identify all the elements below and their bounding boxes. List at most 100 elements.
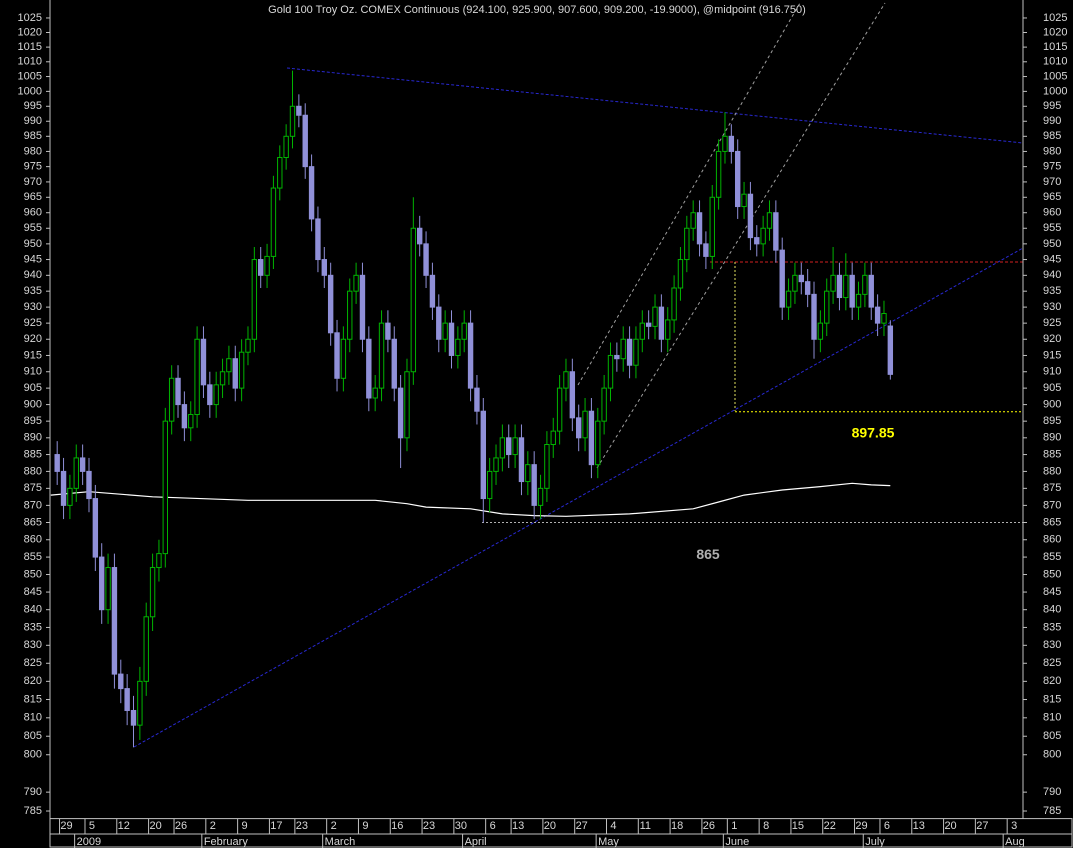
candle-body [99, 556, 105, 611]
y-tick-label: 840 [1043, 604, 1061, 616]
candle-body [270, 187, 277, 257]
month-label: May [598, 836, 619, 848]
candle-body [690, 212, 696, 229]
candle-body [887, 325, 894, 375]
x-tick-label: 13 [512, 820, 524, 832]
candle-body [79, 457, 86, 472]
candle-body [340, 338, 347, 379]
candle-body [722, 135, 728, 152]
y-tick-label: 1010 [1043, 56, 1067, 68]
x-tick-label: 30 [455, 820, 467, 832]
y-tick-label: 905 [1043, 382, 1061, 394]
candle-body [741, 193, 747, 208]
y-tick-label: 970 [24, 176, 42, 188]
y-tick-label: 805 [1043, 730, 1061, 742]
y-tick-label: 980 [1043, 145, 1061, 157]
candle-body [525, 464, 531, 483]
candle-body [226, 358, 232, 373]
x-tick-label: 20 [544, 820, 556, 832]
candle-body [645, 322, 652, 327]
y-tick-label: 825 [24, 657, 42, 669]
y-tick-label: 910 [1043, 366, 1061, 378]
candle-body [143, 616, 149, 682]
candle-body [493, 457, 499, 472]
y-tick-label: 830 [1043, 639, 1061, 651]
y-tick-label: 900 [24, 399, 42, 411]
candle-body [334, 332, 340, 379]
y-tick-label: 975 [24, 161, 42, 173]
candle-body [658, 306, 665, 340]
x-tick-label: 15 [792, 820, 804, 832]
y-tick-label: 985 [1043, 130, 1061, 142]
candle-body [575, 417, 582, 439]
candle-body [836, 274, 843, 299]
candle-body [359, 274, 366, 340]
candle-body [423, 243, 429, 276]
y-tick-label: 930 [24, 301, 42, 313]
y-tick-label: 940 [24, 269, 42, 281]
y-tick-label: 900 [1043, 399, 1061, 411]
channel-line [596, 2, 886, 469]
y-tick-label: 825 [1043, 657, 1061, 669]
candle-body [175, 377, 181, 406]
candle-body [563, 371, 569, 389]
candle-body [436, 306, 442, 340]
y-tick-label: 800 [24, 749, 42, 761]
y-tick-label: 1000 [18, 85, 42, 97]
candle-body [213, 384, 219, 406]
candle-body [544, 443, 550, 489]
y-tick-label: 860 [1043, 534, 1061, 546]
y-tick-label: 1025 [18, 12, 42, 24]
y-tick-label: 925 [1043, 317, 1061, 329]
y-tick-label: 1005 [18, 70, 42, 82]
candle-body [111, 567, 118, 675]
chart-title: Gold 100 Troy Oz. COMEX Continuous (924.… [268, 4, 806, 16]
candle-body [747, 193, 754, 239]
y-tick-label: 950 [1043, 238, 1061, 250]
candle-body [429, 274, 436, 308]
x-tick-label: 20 [944, 820, 956, 832]
y-tick-label: 870 [24, 499, 42, 511]
candle-body [684, 227, 690, 261]
candle-body [245, 338, 251, 353]
candle-body [385, 322, 391, 340]
y-tick-label: 895 [1043, 415, 1061, 427]
candle-body [766, 212, 773, 229]
x-tick-label: 2 [210, 820, 216, 832]
candle-body [881, 313, 887, 324]
y-tick-label: 920 [1043, 333, 1061, 345]
x-tick-label: 26 [703, 820, 715, 832]
candle-body [639, 322, 645, 340]
date-axis [49, 818, 1073, 848]
candle-body [830, 274, 836, 292]
candle-body [601, 387, 607, 422]
candle-body [499, 437, 506, 459]
y-tick-label: 985 [24, 130, 42, 142]
x-tick-label: 2 [331, 820, 337, 832]
y-tick-label: 910 [24, 366, 42, 378]
candle-body [614, 354, 620, 360]
candle-body [804, 281, 811, 295]
candle-body [232, 358, 238, 389]
y-tick-label: 820 [24, 675, 42, 687]
y-tick-label: 855 [1043, 551, 1061, 563]
candle-body [874, 306, 881, 324]
x-tick-label: 3 [1011, 820, 1017, 832]
y-tick-label: 960 [1043, 207, 1061, 219]
month-label: July [865, 836, 885, 848]
month-label: March [325, 836, 356, 848]
candle-body [474, 387, 480, 412]
y-tick-label: 845 [1043, 586, 1061, 598]
y-tick-label: 930 [1043, 301, 1061, 313]
candle-body [54, 454, 60, 472]
candle-body [461, 322, 467, 340]
candle-body [60, 470, 67, 506]
candle-body [378, 322, 385, 389]
x-tick-label: 23 [296, 820, 308, 832]
candle-body [137, 680, 143, 726]
candle-body [296, 105, 302, 116]
candle-body [194, 338, 200, 416]
y-tick-label: 940 [1043, 269, 1061, 281]
y-tick-label: 865 [1043, 516, 1061, 528]
candle-body [302, 114, 308, 168]
